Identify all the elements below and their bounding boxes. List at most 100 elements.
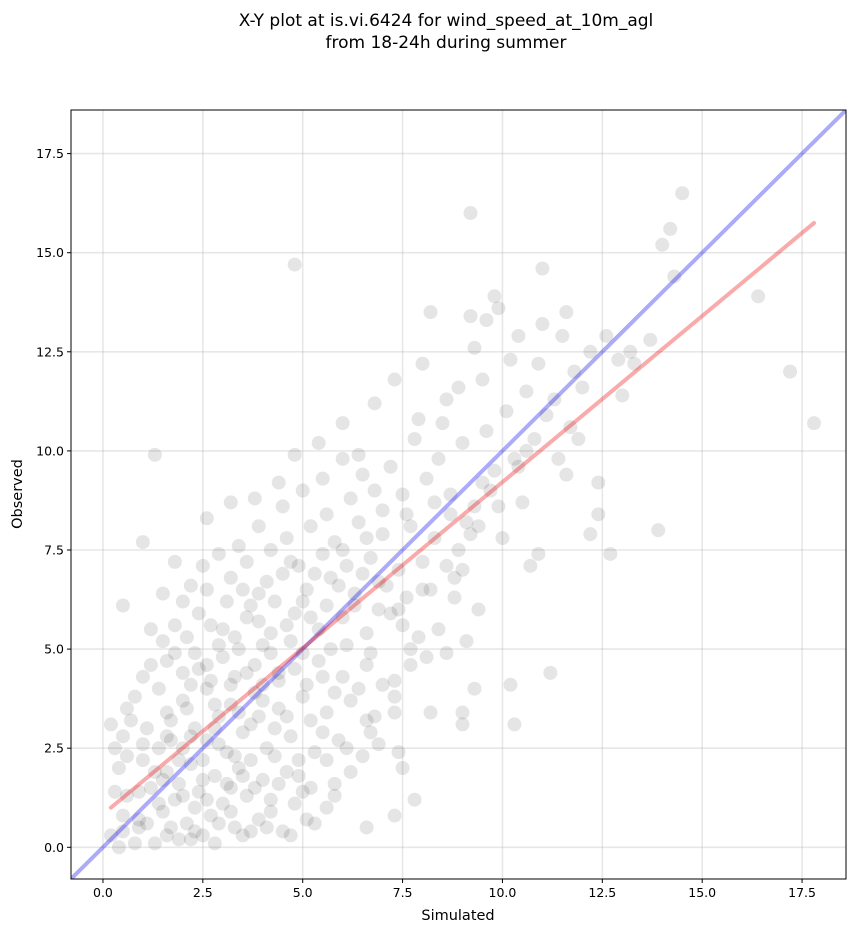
scatter-point xyxy=(415,356,430,371)
scatter-point xyxy=(431,622,446,637)
scatter-point xyxy=(491,301,506,316)
scatter-point xyxy=(143,780,158,795)
scatter-point xyxy=(219,594,234,609)
scatter-point xyxy=(319,753,334,768)
scatter-point xyxy=(275,499,290,514)
scatter-point xyxy=(323,570,338,585)
scatter-point xyxy=(235,582,250,597)
scatter-point xyxy=(159,764,174,779)
scatter-point xyxy=(251,614,266,629)
scatter-point xyxy=(279,709,294,724)
scatter-point xyxy=(435,416,450,431)
scatter-point xyxy=(343,764,358,779)
scatter-point xyxy=(319,800,334,815)
plot-frame xyxy=(70,109,847,880)
scatter-point xyxy=(147,836,162,851)
scatter-point xyxy=(283,729,298,744)
scatter-point xyxy=(263,542,278,557)
scatter-point xyxy=(139,721,154,736)
scatter-point xyxy=(271,665,286,680)
scatter-point xyxy=(219,776,234,791)
scatter-point xyxy=(115,824,130,839)
scatter-point xyxy=(367,709,382,724)
scatter-point xyxy=(299,582,314,597)
scatter-point xyxy=(227,749,242,764)
x-axis-label: Simulated xyxy=(421,908,494,924)
scatter-point xyxy=(155,804,170,819)
scatter-point xyxy=(643,332,658,347)
scatter-point xyxy=(295,646,310,661)
scatter-point xyxy=(311,435,326,450)
scatter-point xyxy=(335,610,350,625)
scatter-point xyxy=(363,646,378,661)
scatter-point xyxy=(591,475,606,490)
y-tick-label: 2.5 xyxy=(44,741,64,756)
scatter-point xyxy=(463,309,478,324)
y-tick-label: 15.0 xyxy=(36,245,64,260)
scatter-point xyxy=(627,356,642,371)
scatter-point xyxy=(203,673,218,688)
scatter-point xyxy=(207,768,222,783)
scatter-point xyxy=(143,657,158,672)
scatter-point xyxy=(287,257,302,272)
scatter-point xyxy=(491,499,506,514)
scatter-point xyxy=(243,753,258,768)
scatter-point xyxy=(263,626,278,641)
scatter-point xyxy=(247,685,262,700)
scatter-point xyxy=(615,388,630,403)
scatter-point xyxy=(411,412,426,427)
scatter-point xyxy=(447,590,462,605)
scatter-point xyxy=(367,483,382,498)
scatter-point xyxy=(171,753,186,768)
scatter-point xyxy=(139,816,154,831)
scatter-point xyxy=(259,741,274,756)
scatter-point xyxy=(295,594,310,609)
scatter-point xyxy=(315,546,330,561)
scatter-point xyxy=(307,745,322,760)
scatter-point xyxy=(495,531,510,546)
scatter-point xyxy=(531,546,546,561)
scatter-point xyxy=(211,638,226,653)
scatter-point xyxy=(307,816,322,831)
scatter-point xyxy=(471,519,486,534)
scatter-point xyxy=(119,701,134,716)
scatter-point xyxy=(227,820,242,835)
scatter-point xyxy=(319,705,334,720)
scatter-point xyxy=(159,828,174,843)
scatter-point xyxy=(251,709,266,724)
scatter-point xyxy=(375,503,390,518)
scatter-point xyxy=(539,408,554,423)
scatter-point xyxy=(391,562,406,577)
scatter-point xyxy=(283,828,298,843)
scatter-point xyxy=(511,328,526,343)
scatter-point xyxy=(431,451,446,466)
scatter-point xyxy=(359,626,374,641)
scatter-point xyxy=(371,602,386,617)
scatter-point xyxy=(239,788,254,803)
scatter-point xyxy=(287,606,302,621)
scatter-point xyxy=(151,796,166,811)
scatter-point xyxy=(363,725,378,740)
scatter-point xyxy=(467,681,482,696)
scatter-point xyxy=(519,443,534,458)
scatter-point xyxy=(295,689,310,704)
scatter-point xyxy=(219,745,234,760)
scatter-point xyxy=(315,725,330,740)
scatter-point xyxy=(159,653,174,668)
scatter-point xyxy=(267,594,282,609)
scatter-point xyxy=(499,404,514,419)
scatter-point xyxy=(119,749,134,764)
scatter-point xyxy=(203,618,218,633)
scatter-point xyxy=(251,812,266,827)
scatter-point xyxy=(347,598,362,613)
scatter-point xyxy=(199,733,214,748)
scatter-point xyxy=(479,313,494,328)
y-tick-label: 12.5 xyxy=(36,344,64,359)
scatter-point xyxy=(163,713,178,728)
scatter-point xyxy=(515,495,530,510)
scatter-point xyxy=(171,776,186,791)
scatter-point xyxy=(427,531,442,546)
scatter-point xyxy=(235,725,250,740)
scatter-point xyxy=(179,701,194,716)
scatter-point xyxy=(175,788,190,803)
